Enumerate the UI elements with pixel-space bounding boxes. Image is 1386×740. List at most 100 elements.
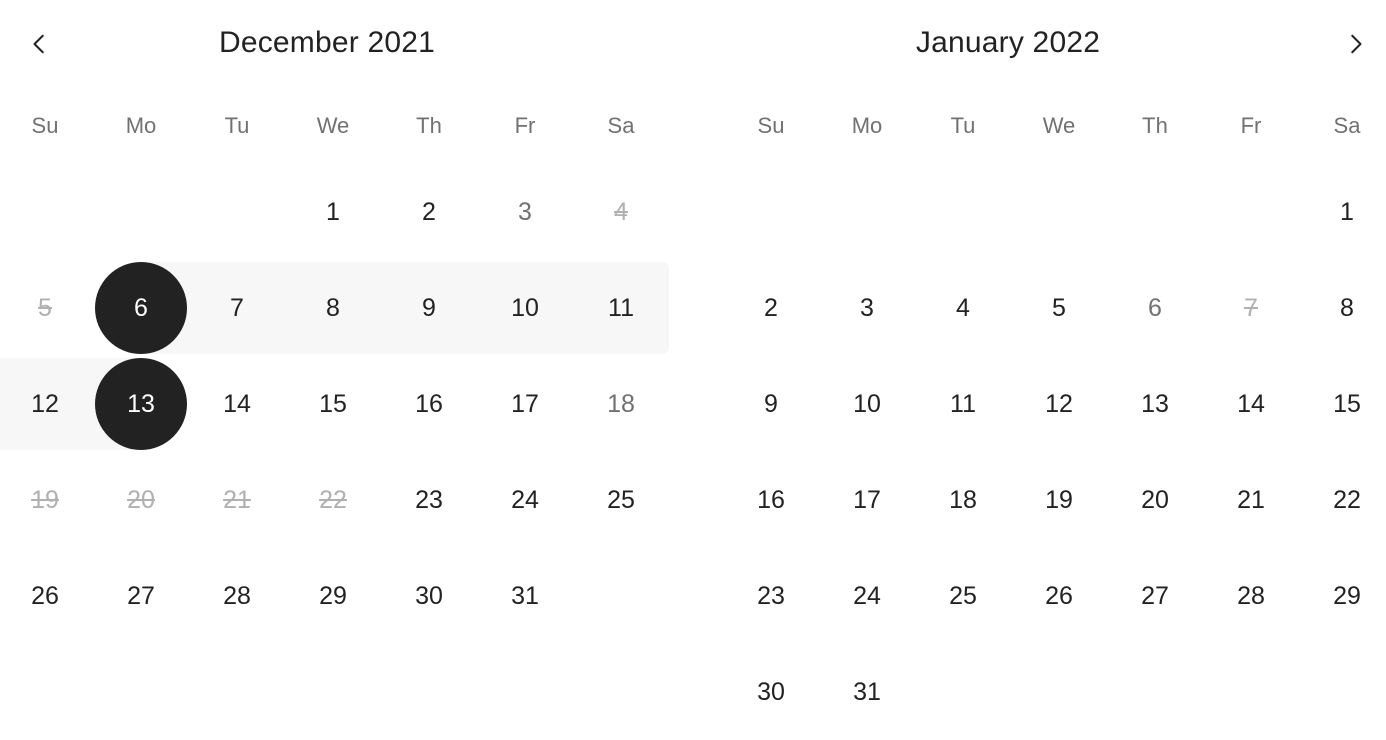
day-number: 1 <box>326 197 340 226</box>
day-cell[interactable]: 31 <box>819 644 915 740</box>
day-cell[interactable]: 16 <box>723 452 819 548</box>
day-number: 23 <box>757 581 785 610</box>
day-cell-in-range[interactable]: 10 <box>477 260 573 356</box>
day-cell-in-range[interactable]: 7 <box>189 260 285 356</box>
day-number: 3 <box>518 197 532 226</box>
day-number: 11 <box>950 389 976 418</box>
day-number: 27 <box>127 581 155 610</box>
day-cell[interactable]: 16 <box>381 356 477 452</box>
day-cell[interactable]: 4 <box>915 260 1011 356</box>
calendar-week-row: 23 24 25 26 27 28 29 <box>723 548 1386 644</box>
day-cell[interactable]: 14 <box>189 356 285 452</box>
weekday-label: Mo <box>125 113 157 138</box>
day-cell-in-range[interactable]: 11 <box>573 260 669 356</box>
day-cell[interactable]: 1 <box>1299 164 1386 260</box>
day-cell[interactable]: 26 <box>0 548 93 644</box>
empty-day-cell <box>1107 164 1203 260</box>
day-cell[interactable]: 17 <box>477 356 573 452</box>
empty-day-cell <box>573 548 669 644</box>
day-cell[interactable]: 19 <box>1011 452 1107 548</box>
day-cell-blocked: 4 <box>573 164 669 260</box>
day-number: 8 <box>326 293 340 322</box>
day-cell[interactable]: 31 <box>477 548 573 644</box>
weekday-label: Tu <box>224 113 250 138</box>
day-cell[interactable]: 29 <box>1299 548 1386 644</box>
weekday-label: Th <box>416 113 442 138</box>
day-cell[interactable]: 10 <box>819 356 915 452</box>
day-cell[interactable]: 2 <box>381 164 477 260</box>
day-number: 9 <box>422 293 436 322</box>
day-cell[interactable]: 27 <box>93 548 189 644</box>
day-cell[interactable]: 24 <box>477 452 573 548</box>
day-cell[interactable]: 5 <box>1011 260 1107 356</box>
day-cell[interactable]: 13 <box>1107 356 1203 452</box>
day-cell-in-range[interactable]: 12 <box>0 356 93 452</box>
empty-day-cell <box>1011 644 1107 740</box>
day-number: 14 <box>1237 389 1265 418</box>
day-cell[interactable]: 22 <box>1299 452 1386 548</box>
day-cell[interactable]: 9 <box>723 356 819 452</box>
day-number: 15 <box>319 389 347 418</box>
day-cell[interactable]: 25 <box>573 452 669 548</box>
next-month-button[interactable] <box>1331 20 1379 68</box>
day-cell[interactable]: 21 <box>1203 452 1299 548</box>
day-number: 20 <box>127 485 155 514</box>
day-cell[interactable]: 20 <box>1107 452 1203 548</box>
day-number: 28 <box>1237 581 1265 610</box>
day-number: 28 <box>223 581 251 610</box>
day-cell[interactable]: 24 <box>819 548 915 644</box>
day-cell[interactable]: 23 <box>723 548 819 644</box>
day-number: 12 <box>1045 389 1073 418</box>
day-cell[interactable]: 17 <box>819 452 915 548</box>
day-cell[interactable]: 15 <box>1299 356 1386 452</box>
day-number: 4 <box>614 197 628 226</box>
previous-month-button[interactable] <box>16 20 64 68</box>
day-number: 16 <box>415 389 443 418</box>
calendar-week-row: 9 10 11 12 13 14 15 <box>723 356 1386 452</box>
day-grid: 1 2 3 4 5 6 7 8 9 10 11 12 13 14 15 16 17 18 19 20 21 22 23 24 2… <box>0 164 669 644</box>
day-cell[interactable]: 28 <box>189 548 285 644</box>
day-cell[interactable]: 30 <box>381 548 477 644</box>
day-cell-in-range[interactable]: 8 <box>285 260 381 356</box>
calendar-week-row: 12 13 14 15 16 17 18 <box>0 356 669 452</box>
empty-day-cell <box>1203 164 1299 260</box>
day-cell[interactable]: 26 <box>1011 548 1107 644</box>
day-number: 25 <box>949 581 977 610</box>
day-number: 22 <box>319 485 347 514</box>
day-number: 1 <box>1340 197 1354 226</box>
day-cell[interactable]: 28 <box>1203 548 1299 644</box>
month-title: January 2022 <box>915 26 1101 59</box>
day-cell-check-in[interactable]: 6 <box>93 260 189 356</box>
day-cell[interactable]: 27 <box>1107 548 1203 644</box>
day-cell[interactable]: 3 <box>819 260 915 356</box>
day-cell[interactable]: 8 <box>1299 260 1386 356</box>
day-number: 7 <box>230 293 244 322</box>
day-cell[interactable]: 15 <box>285 356 381 452</box>
day-cell[interactable]: 11 <box>915 356 1011 452</box>
day-number: 27 <box>1141 581 1169 610</box>
day-cell[interactable]: 30 <box>723 644 819 740</box>
weekday-label: Mo <box>851 113 883 138</box>
day-number: 31 <box>511 581 539 610</box>
day-cell[interactable]: 23 <box>381 452 477 548</box>
day-number: 15 <box>1333 389 1361 418</box>
day-number: 24 <box>853 581 881 610</box>
day-cell-blocked: 5 <box>0 260 93 356</box>
day-cell-unavailable: 6 <box>1107 260 1203 356</box>
day-cell[interactable]: 14 <box>1203 356 1299 452</box>
day-cell[interactable]: 29 <box>285 548 381 644</box>
day-cell[interactable]: 25 <box>915 548 1011 644</box>
day-number: 19 <box>31 485 59 514</box>
day-cell[interactable]: 2 <box>723 260 819 356</box>
calendar-week-row: 2 3 4 5 6 7 8 <box>723 260 1386 356</box>
day-number: 21 <box>223 485 251 514</box>
day-cell-check-out[interactable]: 13 <box>93 356 189 452</box>
day-cell[interactable]: 12 <box>1011 356 1107 452</box>
day-cell-unavailable: 3 <box>477 164 573 260</box>
chevron-right-icon <box>1351 34 1362 54</box>
day-cell-blocked: 20 <box>93 452 189 548</box>
day-cell[interactable]: 18 <box>915 452 1011 548</box>
day-cell-in-range[interactable]: 9 <box>381 260 477 356</box>
weekday-label: Su <box>31 113 59 138</box>
day-cell[interactable]: 1 <box>285 164 381 260</box>
